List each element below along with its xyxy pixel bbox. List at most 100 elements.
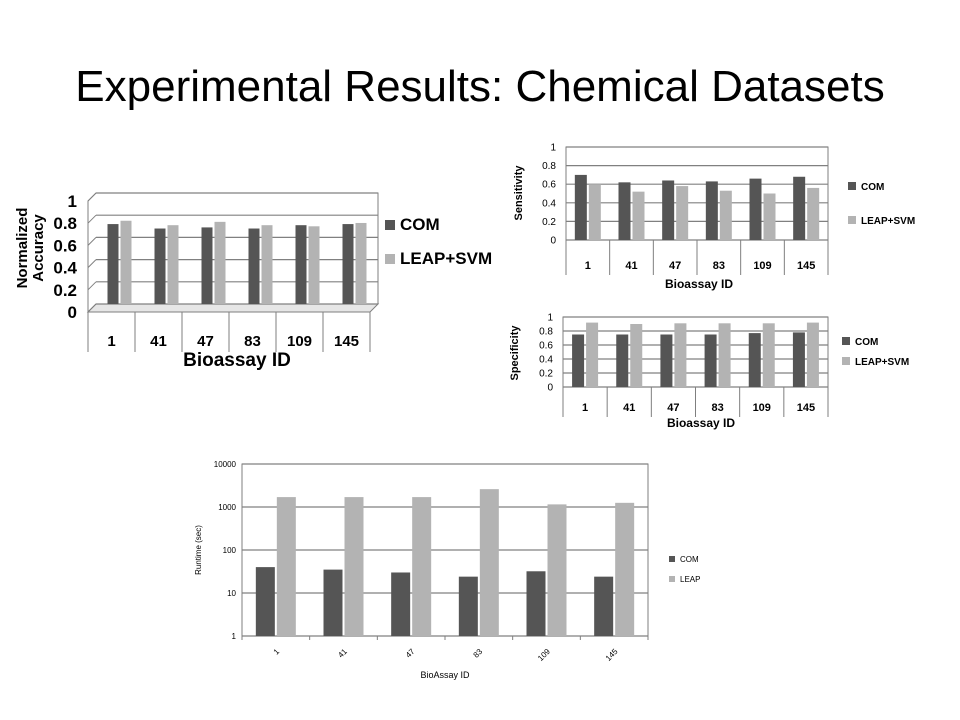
- specificity-bar-com: [572, 334, 585, 387]
- x-axis-label: Bioassay ID: [667, 416, 735, 430]
- accuracy-bar-leap-svm: [120, 220, 132, 304]
- y-tick-label: 0: [550, 236, 556, 247]
- sensitivity-bar-leap-svm: [676, 186, 689, 240]
- accuracy-bar-leap-svm: [355, 222, 367, 304]
- runtime-bar-com: [255, 567, 275, 636]
- y-tick-label: 0: [68, 303, 77, 322]
- gridline-wall: [87, 192, 97, 202]
- runtime-bar-com: [323, 569, 343, 636]
- sensitivity-bar-com: [793, 176, 806, 240]
- sensitivity-bar-com: [662, 180, 675, 240]
- sensitivity-bar-leap-svm: [588, 184, 601, 240]
- x-category-label: 1: [272, 647, 282, 657]
- gridline-wall: [87, 237, 97, 246]
- x-category-label: 145: [604, 647, 620, 663]
- legend-swatch: [669, 576, 675, 582]
- slide-title: Experimental Results: Chemical Datasets: [75, 62, 885, 111]
- y-tick-label: 0.8: [542, 161, 556, 172]
- runtime-bar-leap: [547, 504, 567, 636]
- x-category-label: 47: [197, 333, 214, 350]
- accuracy-bar-com: [248, 228, 260, 304]
- legend-label: COM: [855, 337, 878, 348]
- runtime-bar-leap: [615, 502, 635, 636]
- runtime-bar-com: [594, 576, 614, 636]
- legend-label: LEAP+SVM: [861, 216, 915, 227]
- y-tick-label: 1: [232, 632, 237, 641]
- specificity-bar-leap-svm: [718, 323, 731, 387]
- plot-floor: [86, 303, 380, 313]
- gridline-wall: [87, 259, 97, 268]
- accuracy-bar-com: [107, 224, 119, 304]
- x-category-label: 145: [797, 402, 815, 414]
- x-category-label: 109: [753, 260, 771, 272]
- specificity-bar-com: [792, 332, 805, 387]
- specificity-chart: 0 0.2 0.4 0.6 0.8 1 1 41 47 83 109 145 Bioassay ID Sp…: [509, 313, 909, 431]
- legend-swatch: [385, 220, 395, 230]
- sensitivity-bar-com: [705, 181, 718, 240]
- y-tick-label: 1000: [218, 503, 236, 512]
- x-category-label: 41: [623, 402, 635, 414]
- y-tick-label: 0.6: [542, 180, 556, 191]
- y-tick-label: 100: [223, 546, 237, 555]
- y-axis-label: Specificity: [509, 325, 521, 381]
- legend-swatch: [848, 182, 856, 190]
- y-axis-label: Runtime (sec): [194, 525, 203, 575]
- plot-area: [565, 146, 829, 241]
- accuracy-bar-leap-svm: [167, 225, 179, 304]
- x-axis-label: Bioassay ID: [183, 350, 291, 371]
- x-category-label: 47: [669, 260, 681, 272]
- gridline-wall: [87, 281, 97, 291]
- y-tick-label: 0.2: [542, 217, 556, 228]
- y-tick-label: 10: [227, 589, 236, 598]
- accuracy-bar-com: [342, 224, 354, 304]
- legend-swatch: [848, 216, 856, 224]
- legend-swatch: [842, 337, 850, 345]
- legend-swatch: [385, 254, 395, 264]
- y-tick-label: 0.4: [53, 259, 77, 278]
- y-tick-label: 1: [547, 313, 553, 324]
- x-category-label: 1: [582, 402, 588, 414]
- x-category-label: 1: [585, 260, 591, 272]
- sensitivity-bar-leap-svm: [632, 191, 645, 240]
- specificity-bar-com: [616, 334, 629, 387]
- runtime-chart: 1 10 100 1000 10000 1 41 47 83 109 145 BioAssay ID R…: [194, 460, 700, 680]
- legend-label: COM: [400, 215, 440, 234]
- accuracy-bar-leap-svm: [308, 226, 320, 304]
- legend-swatch: [669, 556, 675, 562]
- y-tick-label: 0.2: [53, 281, 77, 300]
- gridline-wall: [87, 303, 97, 313]
- accuracy-bar-com: [154, 228, 166, 304]
- legend-label: LEAP: [680, 575, 700, 584]
- x-axis-label: Bioassay ID: [665, 277, 733, 291]
- normalized-accuracy-chart: 0 0.2 0.4 0.6 0.8 1 1 41 47 83 109 145 Bioassay ID No…: [14, 192, 492, 371]
- y-axis-label-line: Normalized: [14, 208, 31, 289]
- y-tick-label: 1: [68, 192, 77, 211]
- runtime-bar-leap: [344, 497, 364, 636]
- y-tick-label: 0.8: [53, 214, 77, 233]
- x-category-label: 145: [334, 333, 359, 350]
- x-category-label: 109: [287, 333, 312, 350]
- specificity-bar-com: [660, 334, 673, 387]
- sensitivity-chart: 0 0.2 0.4 0.6 0.8 1 1 41 47 83 109 145 Bioassay ID Se…: [513, 143, 915, 292]
- plot-area: [562, 316, 829, 388]
- legend-label: COM: [680, 555, 699, 564]
- specificity-bar-leap-svm: [762, 323, 775, 387]
- sensitivity-bar-com: [749, 178, 762, 240]
- y-axis-label: NormalizedAccuracy: [14, 208, 47, 289]
- specificity-bar-leap-svm: [674, 323, 687, 387]
- x-axis-label: BioAssay ID: [420, 670, 470, 680]
- accuracy-bar-leap-svm: [214, 221, 226, 304]
- runtime-bar-leap: [276, 497, 296, 636]
- x-category-label: 109: [753, 402, 771, 414]
- sensitivity-bar-leap-svm: [763, 193, 776, 240]
- y-tick-label: 0.8: [539, 327, 553, 338]
- x-category-label: 145: [797, 260, 815, 272]
- y-tick-label: 0.2: [539, 369, 553, 380]
- y-tick-label: 0.6: [53, 236, 77, 255]
- legend-label: LEAP+SVM: [400, 249, 492, 268]
- y-tick-label: 10000: [214, 460, 237, 469]
- y-tick-label: 0.4: [542, 198, 556, 209]
- y-tick-label: 0.6: [539, 341, 553, 352]
- runtime-bar-leap: [412, 497, 432, 636]
- x-category-label: 83: [472, 647, 485, 660]
